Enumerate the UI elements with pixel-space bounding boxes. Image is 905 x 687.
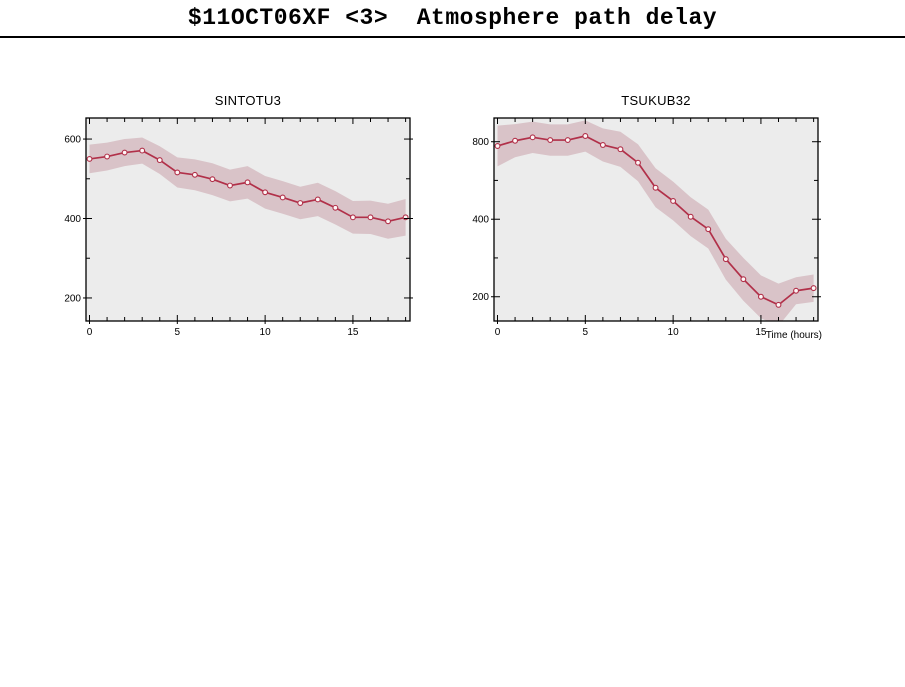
data-point bbox=[121, 149, 128, 156]
axis-ticks bbox=[491, 118, 821, 324]
data-point bbox=[582, 133, 589, 139]
data-point bbox=[705, 226, 712, 233]
chart-tsukub32: 0 5 10 15 200 400 800 bbox=[472, 117, 821, 338]
data-point bbox=[244, 179, 251, 186]
y-tick-label: 400 bbox=[64, 214, 81, 225]
x-tick-label: 0 bbox=[87, 327, 93, 338]
data-point bbox=[262, 189, 269, 196]
data-point bbox=[297, 200, 304, 206]
data-point bbox=[385, 218, 391, 225]
y-tick-label: 200 bbox=[64, 293, 81, 304]
data-point bbox=[793, 287, 799, 294]
x-tick-label: 10 bbox=[260, 327, 272, 338]
data-point bbox=[687, 213, 694, 220]
chart-sintotu3: 0 5 10 15 200 400 600 bbox=[64, 117, 413, 338]
x-tick-label: 15 bbox=[347, 327, 359, 338]
data-point bbox=[174, 169, 181, 176]
data-point bbox=[86, 155, 93, 162]
data-point bbox=[740, 276, 747, 283]
y-tick-label: 800 bbox=[472, 137, 489, 148]
data-point bbox=[209, 176, 216, 183]
x-tick-label: 10 bbox=[668, 327, 680, 338]
x-tick-label: 0 bbox=[495, 327, 501, 338]
header-divider bbox=[0, 36, 905, 38]
chart-title-tsukub32: TSUKUB32 bbox=[621, 93, 691, 108]
data-point bbox=[191, 171, 198, 178]
data-point bbox=[332, 204, 339, 211]
data-point bbox=[227, 182, 233, 189]
data-point bbox=[547, 137, 554, 144]
data-point bbox=[494, 143, 501, 149]
data-point bbox=[599, 142, 606, 148]
plot-frame bbox=[85, 117, 411, 322]
x-tick-label: 5 bbox=[583, 327, 589, 338]
data-point bbox=[367, 214, 374, 221]
y-tick-label: 600 bbox=[64, 135, 81, 146]
y-tick-label: 200 bbox=[472, 292, 489, 303]
data-point bbox=[314, 196, 321, 203]
plot-frame bbox=[493, 117, 819, 322]
data-point bbox=[652, 184, 659, 191]
data-point bbox=[617, 146, 624, 153]
data-point bbox=[512, 137, 519, 144]
data-point bbox=[757, 293, 764, 300]
data-point bbox=[279, 194, 286, 201]
x-axis-label: Time (hours) bbox=[765, 330, 822, 341]
axis-ticks bbox=[83, 118, 413, 324]
data-point bbox=[529, 134, 536, 141]
x-tick-label: 5 bbox=[175, 327, 181, 338]
data-point bbox=[139, 147, 146, 154]
series-layer bbox=[494, 120, 817, 321]
data-point bbox=[564, 137, 571, 144]
x-tick-label: 15 bbox=[755, 327, 767, 338]
data-point bbox=[810, 285, 817, 292]
y-tick-label: 400 bbox=[472, 215, 489, 226]
data-point bbox=[670, 198, 677, 204]
error-band bbox=[89, 137, 406, 239]
data-point bbox=[349, 214, 356, 221]
data-point bbox=[775, 301, 782, 308]
data-point bbox=[104, 153, 111, 160]
error-band bbox=[497, 120, 814, 321]
page-title: $11OCT06XF <3> Atmosphere path delay bbox=[187, 5, 718, 31]
chart-title-sintotu3: SINTOTU3 bbox=[214, 93, 282, 108]
data-point bbox=[635, 159, 641, 166]
data-point bbox=[156, 157, 163, 164]
data-point bbox=[722, 256, 729, 263]
